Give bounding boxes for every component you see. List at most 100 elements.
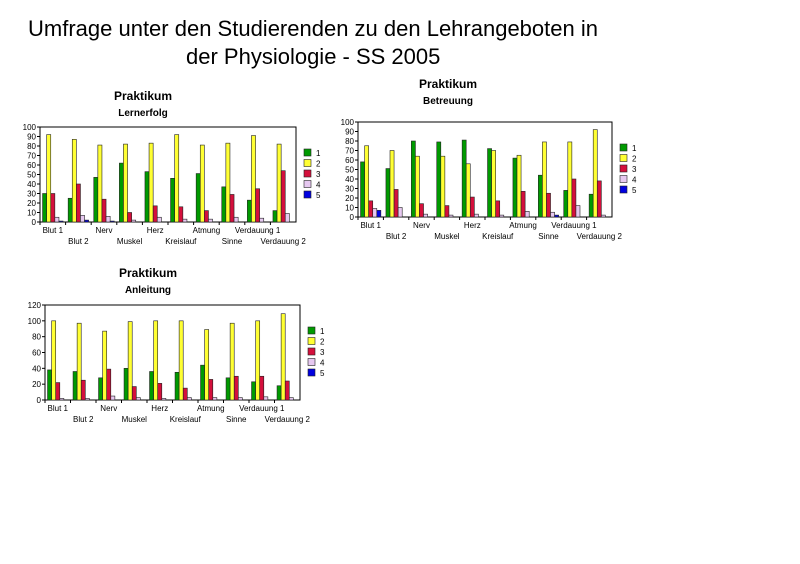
legend-label: 1 (320, 327, 325, 336)
bar (524, 211, 530, 218)
bar (419, 203, 424, 218)
bar (152, 205, 158, 223)
bar (182, 218, 188, 223)
bar (444, 205, 450, 218)
y-tick-label: 0 (37, 396, 42, 405)
x-tick-label: Verdauung 2 (265, 415, 311, 424)
legend-swatch (619, 143, 628, 152)
y-tick-label: 80 (27, 142, 36, 151)
bar (127, 321, 133, 401)
chart-title: Praktikum (114, 89, 172, 103)
y-tick-label: 100 (23, 123, 37, 132)
bar (76, 322, 82, 401)
bar (123, 368, 129, 401)
x-tick-label: Sinne (226, 415, 247, 424)
x-tick-label: Herz (147, 226, 164, 235)
chart-subtitle: Betreuung (423, 96, 473, 107)
legend-label: 4 (316, 181, 321, 190)
bar (491, 150, 496, 218)
y-tick-label: 0 (32, 218, 37, 227)
legend-label: 3 (632, 165, 637, 174)
bar (259, 217, 265, 223)
legend-swatch (303, 169, 312, 178)
bar (263, 396, 269, 401)
x-tick-label: Blut 2 (73, 415, 94, 424)
bar (131, 386, 137, 401)
bar (596, 180, 602, 218)
legend-swatch (307, 337, 316, 345)
bar (131, 219, 137, 223)
bar (546, 192, 551, 218)
bar (554, 214, 559, 218)
bar (376, 210, 382, 218)
legend-label: 2 (320, 338, 325, 347)
bar (251, 135, 256, 223)
legend-label: 2 (632, 155, 637, 164)
x-tick-label: Kreislauf (165, 237, 197, 246)
bar (54, 216, 60, 223)
legend-swatch (307, 326, 316, 335)
bar (127, 212, 132, 223)
y-tick-label: 10 (345, 204, 354, 213)
bar (98, 377, 103, 401)
bar (186, 397, 192, 401)
x-tick-label: Blut 1 (360, 221, 381, 230)
bar (393, 189, 399, 218)
bar (182, 387, 188, 401)
bar (58, 220, 64, 223)
bar (135, 397, 141, 401)
bar (550, 211, 555, 218)
bar (101, 198, 107, 223)
x-tick-label: Atmung (509, 221, 537, 230)
x-tick-label: Verdauung 1 (239, 404, 285, 413)
x-tick-label: Kreislauf (482, 232, 514, 241)
bar (178, 320, 184, 401)
legend-label: 1 (632, 144, 637, 153)
bar (174, 371, 180, 401)
legend-label: 4 (320, 359, 325, 368)
y-tick-label: 80 (345, 137, 354, 146)
bar (174, 134, 180, 223)
y-tick-label: 70 (27, 152, 36, 161)
x-tick-label: Nerv (413, 221, 430, 230)
bar (149, 371, 154, 401)
legend-label: 5 (316, 191, 321, 200)
legend-label: 2 (316, 160, 321, 169)
y-tick-label: 60 (32, 349, 41, 358)
legend-swatch (307, 368, 316, 377)
y-tick-label: 30 (345, 185, 354, 194)
bar (389, 150, 395, 218)
bar (208, 218, 213, 223)
x-tick-label: Blut 2 (386, 232, 407, 241)
bar (148, 142, 154, 223)
bar (109, 220, 115, 223)
bar (440, 155, 446, 218)
bar (76, 183, 81, 223)
y-tick-label: 60 (345, 156, 354, 165)
bar (255, 188, 260, 223)
legend-swatch (619, 164, 628, 173)
bar (259, 375, 265, 401)
legend-swatch (619, 185, 628, 194)
y-tick-label: 80 (32, 333, 41, 342)
bar (47, 369, 52, 401)
bar (59, 398, 65, 401)
y-tick-label: 30 (27, 190, 36, 199)
bar (592, 129, 598, 218)
bar (225, 377, 231, 401)
y-tick-label: 50 (345, 166, 354, 175)
x-tick-label: Verdauung 2 (577, 232, 623, 241)
bar (123, 143, 128, 223)
bar (469, 196, 475, 218)
bar (364, 145, 369, 218)
bar (97, 144, 103, 223)
bar (229, 322, 235, 401)
y-tick-label: 70 (345, 147, 354, 156)
bar (474, 213, 479, 218)
bar (255, 320, 261, 401)
y-tick-label: 20 (32, 380, 41, 389)
y-tick-label: 40 (32, 364, 41, 373)
x-tick-label: Sinne (222, 237, 243, 246)
